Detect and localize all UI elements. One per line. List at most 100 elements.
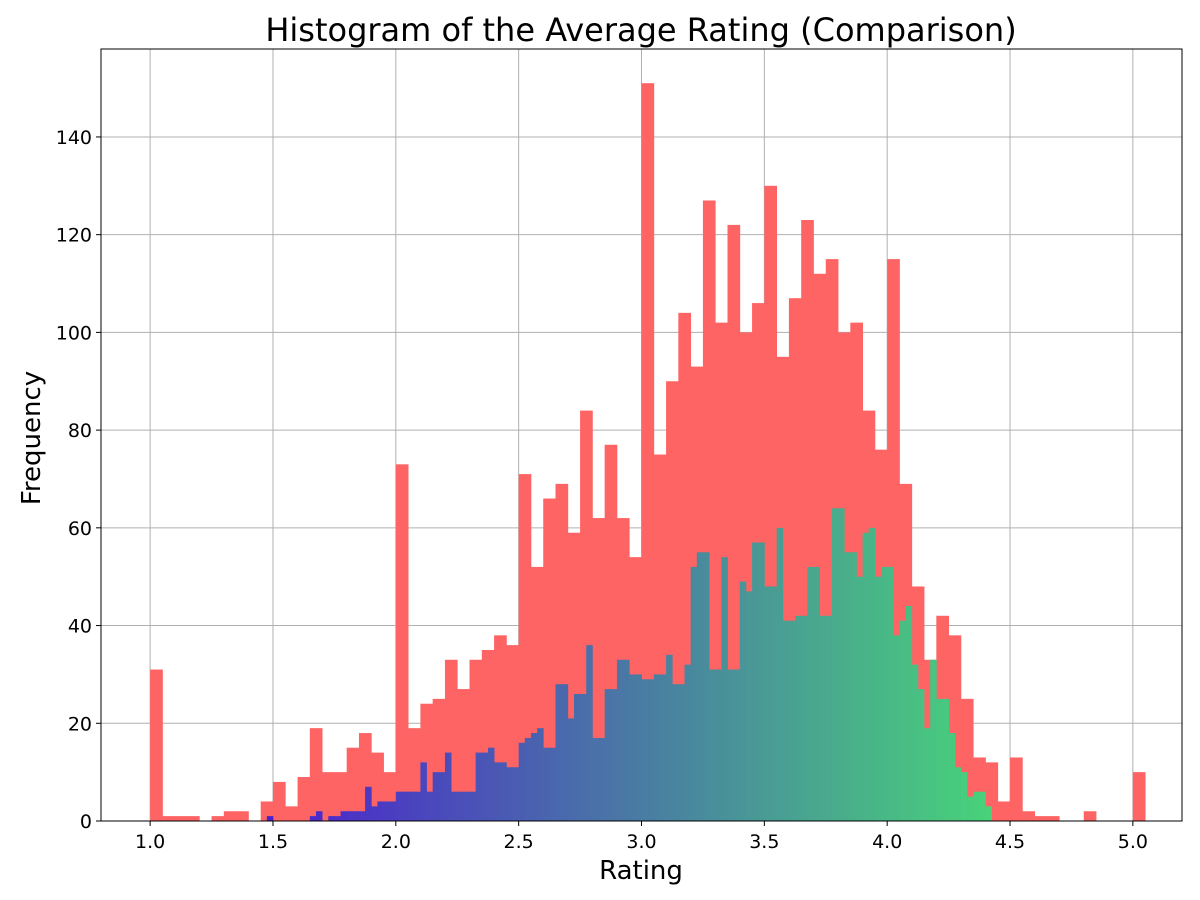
histogram-bar-series-2 <box>266 816 274 821</box>
y-tick-label: 60 <box>68 518 92 540</box>
histogram-bar-series-2 <box>561 684 569 821</box>
histogram-bar-series-2 <box>678 684 685 821</box>
histogram-bar-series-2 <box>494 762 501 821</box>
histogram-bar-series-2 <box>868 527 876 821</box>
histogram-bar-series-2 <box>930 659 937 821</box>
histogram-bar-series-2 <box>475 752 483 821</box>
histogram-bar-series-2 <box>831 508 839 821</box>
histogram-bar-series-2 <box>334 816 341 821</box>
histogram-bar-series-2 <box>647 679 655 821</box>
x-tick-label: 3.5 <box>749 831 779 853</box>
x-tick-label: 2.0 <box>381 831 411 853</box>
x-tick-label: 4.0 <box>872 831 902 853</box>
histogram-bar-series-1 <box>1022 811 1035 821</box>
histogram-bar-series-2 <box>979 791 986 821</box>
y-tick-label: 100 <box>56 322 92 344</box>
histogram-bar-series-2 <box>874 576 882 821</box>
histogram-bar-series-1 <box>641 83 655 821</box>
histogram-bar-series-2 <box>702 552 710 821</box>
histogram-bar-series-2 <box>893 635 900 821</box>
histogram-bar-series-2 <box>782 620 790 821</box>
histogram-bar-series-1 <box>186 816 200 821</box>
histogram-bar-series-2 <box>985 806 992 821</box>
histogram-bar-series-2 <box>696 552 704 821</box>
histogram-bar-series-2 <box>365 786 372 821</box>
histogram-bar-series-2 <box>856 576 864 821</box>
histogram-bar-series-1 <box>997 801 1011 821</box>
histogram-bar-series-2 <box>881 566 888 821</box>
histogram-bar-series-1 <box>1010 757 1023 821</box>
histogram-bar-series-2 <box>481 752 489 821</box>
histogram-bar-series-2 <box>487 747 495 821</box>
histogram-bar-series-2 <box>690 566 698 821</box>
histogram-bar-series-1 <box>1046 816 1060 821</box>
y-tick-label: 80 <box>68 420 92 442</box>
x-tick-label: 5.0 <box>1118 831 1148 853</box>
x-tick-label: 4.5 <box>995 831 1025 853</box>
x-tick-label: 1.0 <box>135 831 165 853</box>
histogram-bar-series-2 <box>887 566 894 821</box>
histogram-bar-series-1 <box>334 772 348 821</box>
histogram-bar-series-2 <box>309 816 317 821</box>
histogram-bar-series-1 <box>1034 816 1048 821</box>
histogram-bar-series-2 <box>469 791 477 821</box>
histogram-bar-series-2 <box>500 762 507 821</box>
histogram-bar-series-2 <box>395 791 403 821</box>
histogram-bar-series-1 <box>309 728 323 821</box>
histogram-bar-series-2 <box>844 552 851 821</box>
histogram-bar-series-2 <box>954 767 962 821</box>
histogram-bar-series-2 <box>518 742 526 821</box>
histogram-bar-series-2 <box>315 811 323 821</box>
histogram-bar-series-2 <box>401 791 409 821</box>
histogram-bar-series-2 <box>438 772 446 821</box>
histogram-bar-series-1 <box>150 669 163 821</box>
histogram-bar-series-2 <box>911 664 919 821</box>
y-tick-label: 40 <box>68 616 92 638</box>
histogram-bar-series-2 <box>936 698 943 821</box>
histogram-bar-series-2 <box>512 767 520 821</box>
histogram-bar-series-2 <box>745 591 753 821</box>
histogram-bar-series-2 <box>942 698 949 821</box>
histogram-bar-series-2 <box>420 762 427 821</box>
histogram-bar-series-2 <box>727 669 735 821</box>
histogram-bar-series-2 <box>813 566 821 821</box>
histogram-bar-series-2 <box>739 581 747 821</box>
chart-title: Histogram of the Average Rating (Compari… <box>265 11 1016 49</box>
x-tick-label: 2.5 <box>504 831 534 853</box>
histogram-bar-series-1 <box>1132 772 1146 821</box>
y-tick-label: 0 <box>80 811 92 833</box>
histogram-bar-series-2 <box>616 659 624 821</box>
x-axis: 1.0 1.5 2.0 2.5 3.0 3.5 4.0 4.5 5.0 <box>135 821 1148 853</box>
histogram-bar-series-2 <box>451 791 458 821</box>
x-tick-label: 1.5 <box>258 831 288 853</box>
histogram-bar-series-2 <box>973 791 980 821</box>
histogram-bar-series-2 <box>567 718 575 821</box>
histogram-bar-series-2 <box>684 664 692 821</box>
histogram-bar-series-2 <box>752 542 759 821</box>
histogram-bar-series-1 <box>518 474 532 821</box>
bars <box>150 83 1146 822</box>
histogram-bar-series-1 <box>162 816 176 821</box>
histogram-bar-series-2 <box>967 796 974 821</box>
y-tick-label: 20 <box>68 713 92 735</box>
histogram-bar-series-2 <box>623 659 630 821</box>
histogram-bar-series-2 <box>776 527 784 821</box>
histogram-bar-series-2 <box>586 645 593 821</box>
histogram-bar-series-1 <box>297 777 311 821</box>
histogram-bar-series-2 <box>807 566 814 821</box>
histogram-bar-series-2 <box>917 689 925 821</box>
histogram-bar-series-2 <box>899 620 907 821</box>
x-tick-label: 3.0 <box>626 831 656 853</box>
histogram-bar-series-2 <box>555 684 563 821</box>
histogram-bar-series-2 <box>948 733 956 821</box>
histogram-bar-series-2 <box>721 557 728 821</box>
histogram-bar-series-2 <box>463 791 470 821</box>
histogram-bar-series-2 <box>666 654 673 821</box>
histogram-bar-series-2 <box>371 806 378 821</box>
y-tick-label: 140 <box>56 127 92 149</box>
histogram-bar-series-2 <box>635 674 642 821</box>
histogram-bar-series-2 <box>905 606 913 821</box>
histogram-bar-series-2 <box>592 737 599 821</box>
histogram-bar-series-1 <box>285 806 298 821</box>
